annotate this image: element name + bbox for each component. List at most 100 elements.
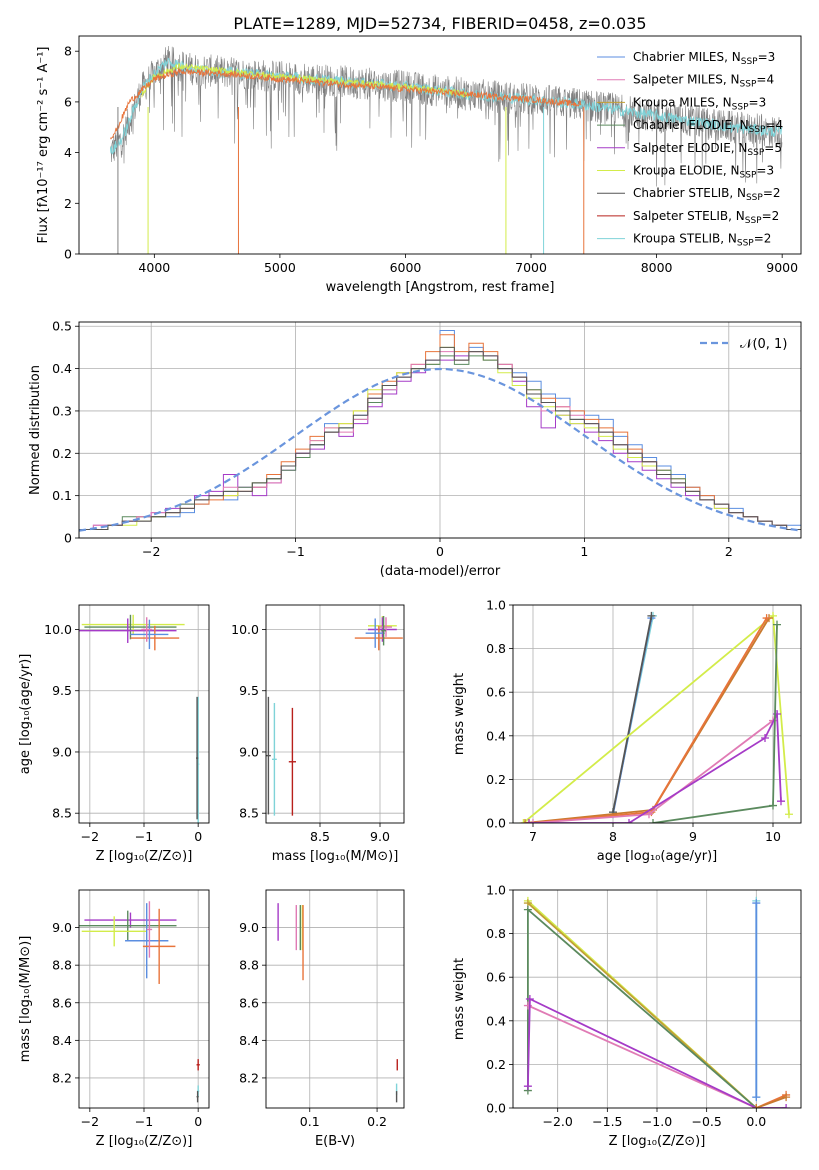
y-tick-label: 9.0 bbox=[239, 744, 259, 759]
errorbar-point bbox=[365, 618, 385, 648]
residuals-plot-area bbox=[79, 330, 801, 538]
x-axis-label: wavelength [Angstrom, rest frame] bbox=[326, 280, 555, 295]
legend-label: Kroupa ELODIE, NSSP=3 bbox=[633, 164, 774, 181]
legend-label: Chabrier STELIB, NSSP=2 bbox=[633, 186, 781, 203]
y-tick-label: 0.0 bbox=[486, 1101, 506, 1116]
age-vs-mass-axes-frame bbox=[265, 604, 405, 824]
y-tick-label: 0.5 bbox=[52, 319, 72, 334]
weight-marker bbox=[785, 810, 793, 819]
x-tick-label: −1.0 bbox=[642, 1114, 672, 1129]
spectrum-line-orange bbox=[110, 66, 582, 140]
weight-marker bbox=[645, 810, 653, 819]
legend-label: Salpeter STELIB, NSSP=2 bbox=[633, 209, 779, 226]
weight-marker bbox=[777, 797, 785, 806]
y-tick-label: 8.4 bbox=[239, 1033, 259, 1048]
residuals-axes-frame bbox=[78, 321, 802, 539]
x-tick-label: 6000 bbox=[390, 260, 422, 275]
weight-line-purple bbox=[529, 710, 782, 823]
y-tick-label: 0.6 bbox=[486, 685, 506, 700]
x-tick-label: 0 bbox=[194, 829, 202, 844]
y-axis-label: mass [log₁₀(M/M⊙)] bbox=[18, 936, 33, 1063]
x-tick-label: 1 bbox=[580, 544, 588, 559]
y-tick-label: 0.8 bbox=[486, 926, 506, 941]
errorbar-point bbox=[141, 617, 153, 642]
y-tick-label: 8 bbox=[64, 44, 72, 59]
x-axis-label: Z [log₁₀(Z/Z⊙)] bbox=[96, 1134, 193, 1149]
spectrum-line-gray bbox=[110, 45, 783, 187]
histogram-darkgray bbox=[79, 346, 801, 538]
y-tick-label: 2 bbox=[64, 196, 72, 211]
errorbar-point bbox=[146, 901, 153, 958]
weight-line-green bbox=[652, 624, 778, 823]
errorbar-point bbox=[81, 916, 147, 947]
x-tick-label: −1 bbox=[286, 544, 304, 559]
y-tick-label: 8.5 bbox=[239, 806, 259, 821]
legend-label: 𝒩(0, 1) bbox=[740, 337, 787, 352]
errorbar-point bbox=[79, 910, 177, 941]
weight-marker bbox=[752, 1104, 761, 1108]
weight-marker bbox=[782, 1104, 791, 1108]
y-axis-label: age [log₁₀(age/yr)] bbox=[18, 654, 33, 775]
weight-marker bbox=[649, 819, 657, 823]
y-tick-label: 8.6 bbox=[239, 995, 259, 1010]
y-tick-label: 0 bbox=[64, 531, 72, 546]
x-tick-label: 5000 bbox=[264, 260, 296, 275]
legend-label: Salpeter ELODIE, NSSP=5 bbox=[633, 141, 782, 158]
errorbar-point bbox=[196, 1091, 199, 1103]
x-axis-label: Z [log₁₀(Z/Z⊙)] bbox=[609, 1134, 706, 1149]
y-tick-label: 0.8 bbox=[486, 641, 506, 656]
x-tick-label: −1 bbox=[135, 1114, 153, 1129]
errorbar-point bbox=[381, 616, 386, 646]
errorbar-point bbox=[142, 908, 176, 984]
x-tick-label: −1.5 bbox=[592, 1114, 622, 1129]
y-tick-label: 0.2 bbox=[52, 446, 72, 461]
weight-marker bbox=[523, 1082, 532, 1091]
x-tick-label: −1 bbox=[135, 829, 153, 844]
x-tick-label: 0 bbox=[436, 544, 444, 559]
y-tick-label: 0.0 bbox=[486, 816, 506, 831]
y-tick-label: 8.2 bbox=[239, 1070, 259, 1085]
weight-marker bbox=[529, 819, 537, 823]
spectrum-line-yellow bbox=[141, 63, 469, 98]
age-vs-mass-panel: 8.5 9.0 8.5 9.0 9.5 10.0 mass [log₁₀(M/M⊙)] bbox=[231, 604, 405, 864]
y-tick-label: 0.3 bbox=[52, 403, 72, 418]
x-tick-label: 8 bbox=[609, 829, 617, 844]
errorbar-point bbox=[79, 618, 177, 643]
mass-vs-EBV-axes-frame bbox=[265, 889, 405, 1109]
y-tick-label: 0 bbox=[64, 247, 72, 262]
mass-vs-Z-plot-area bbox=[79, 901, 200, 1103]
errorbar-point bbox=[380, 617, 392, 637]
mass-vs-Z-panel: −2 −1 0 8.2 8.4 8.6 8.8 9.0 Z [log₁₀(Z/Z⊙)] mass … bbox=[18, 889, 210, 1149]
y-tick-label: 10.0 bbox=[231, 622, 259, 637]
weight-marker bbox=[762, 614, 771, 623]
massweight-vs-age-axes-frame bbox=[512, 604, 802, 824]
massweight-vs-Z-panel: −2.0 −1.5 −1.0 −0.5 0.0 0.0 0.2 0.4 0.6 0.8 1.0 Z [… bbox=[452, 883, 802, 1149]
weight-marker bbox=[525, 819, 533, 823]
x-tick-label: 8000 bbox=[641, 260, 673, 275]
weight-marker bbox=[782, 1093, 791, 1102]
x-axis-label: mass [log₁₀(M/M⊙)] bbox=[272, 849, 399, 864]
weight-marker bbox=[525, 995, 534, 1003]
weight-line-purple bbox=[527, 997, 787, 1108]
errorbar-point bbox=[130, 625, 180, 651]
mass-vs-EBV-plot-area bbox=[277, 903, 398, 1103]
y-tick-label: 1.0 bbox=[486, 598, 506, 613]
weight-marker bbox=[752, 1093, 761, 1102]
massweight-vs-Z-axes-frame bbox=[512, 889, 802, 1109]
errorbar-point bbox=[81, 614, 185, 635]
weight-marker bbox=[521, 819, 529, 823]
figure-title: PLATE=1289, MJD=52734, FIBERID=0458, z=0… bbox=[233, 14, 646, 33]
legend-label: Chabrier MILES, NSSP=3 bbox=[633, 50, 775, 67]
x-axis-label: (data-model)/error bbox=[380, 564, 501, 579]
age-vs-mass-plot-area bbox=[266, 616, 403, 816]
y-tick-label: 0.6 bbox=[486, 970, 506, 985]
residuals-panel: −2 −1 0 1 2 0 0.1 0.2 0.3 0.4 0.5 (data-model)/erro… bbox=[28, 319, 802, 579]
x-tick-label: −0.5 bbox=[691, 1114, 721, 1129]
y-axis-label: Flux [fλ10⁻¹⁷ erg cm⁻² s⁻¹ A⁻¹] bbox=[36, 47, 51, 244]
x-tick-label: 9 bbox=[689, 829, 697, 844]
spectrum-line-cyan bbox=[109, 57, 783, 155]
y-tick-label: 0.2 bbox=[486, 772, 506, 787]
weight-marker bbox=[761, 733, 769, 742]
residuals-legend: 𝒩(0, 1) bbox=[700, 337, 787, 352]
